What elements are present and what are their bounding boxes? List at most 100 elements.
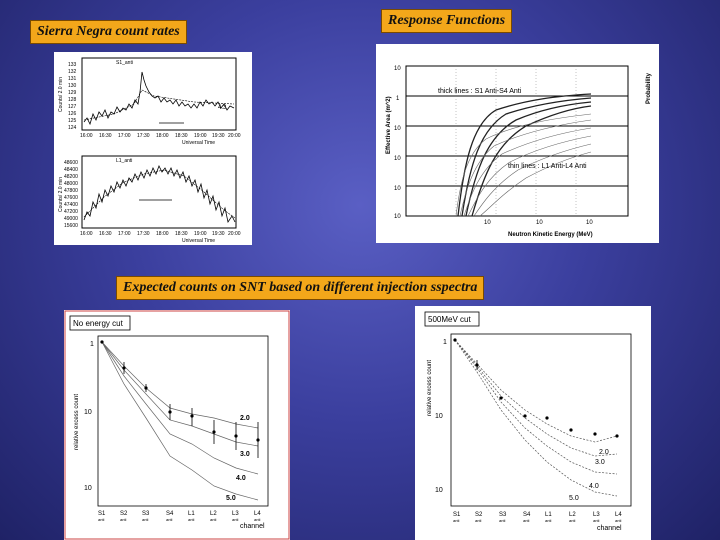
response-right-label: Probability [646, 72, 652, 104]
svg-text:16:00: 16:00 [80, 231, 93, 237]
svg-text:47200: 47200 [64, 209, 78, 215]
top-y-ticks: 133 132 131 130 129 128 127 126 125 124 [68, 62, 77, 131]
svg-text:10: 10 [484, 220, 491, 226]
svg-text:10: 10 [435, 487, 443, 494]
svg-text:10: 10 [586, 220, 593, 226]
top-series-label: S1_anti [116, 60, 133, 66]
svg-text:10: 10 [84, 485, 92, 492]
expected-500mev-cut-figure: 500MeV cut relative excess count 1 10 10… [415, 306, 651, 540]
thin-lines-label: thin lines : L1 Anti-L4 Anti [508, 163, 587, 170]
bottom-y-ticks: 48600 48400 48200 48000 47800 47600 4740… [64, 160, 78, 229]
svg-text:anti: anti [188, 517, 195, 522]
svg-text:anti: anti [210, 517, 217, 522]
svg-text:anti: anti [593, 518, 600, 523]
response-x-ticks: 10 10 10 [484, 220, 593, 226]
svg-text:128: 128 [68, 97, 77, 103]
response-functions-label: Response Functions [381, 9, 513, 33]
svg-text:19:30: 19:30 [212, 231, 225, 237]
no-cut-xlabel: channel [240, 523, 265, 530]
svg-text:15600: 15600 [64, 223, 78, 229]
svg-text:L1: L1 [545, 512, 552, 518]
svg-text:anti: anti [615, 518, 622, 523]
cut-channel-ticks: S1 S2 S3 S4 L1 L2 L3 L4 [453, 512, 622, 518]
svg-text:130: 130 [68, 83, 77, 89]
cut-label-5-0: 5.0 [569, 495, 579, 502]
bottom-series-label: L1_anti [116, 158, 132, 164]
response-xlabel: Neutron Kinetic Energy (MeV) [508, 232, 593, 238]
svg-text:S4: S4 [166, 511, 174, 517]
sierra-count-rates-figure: S1_anti Counts/ 2.0 min 133 132 131 130 … [54, 52, 252, 245]
no-cut-channel-subs: anti anti anti anti anti anti anti anti [98, 517, 261, 522]
svg-text:17:00: 17:00 [118, 231, 131, 237]
svg-text:anti: anti [254, 517, 261, 522]
svg-text:anti: anti [545, 518, 552, 523]
svg-text:20:00: 20:00 [228, 133, 241, 139]
cut-curves [454, 339, 618, 497]
no-cut-channel-ticks: S1 S2 S3 S4 L1 L2 L3 L4 [98, 511, 261, 517]
svg-text:anti: anti [120, 517, 127, 522]
svg-text:47400: 47400 [64, 202, 78, 208]
svg-text:L3: L3 [593, 512, 600, 518]
bottom-count-trace [83, 165, 236, 224]
svg-text:10: 10 [536, 220, 543, 226]
svg-text:126: 126 [68, 111, 77, 117]
response-gridlines [406, 95, 628, 187]
no-cut-data-points [100, 340, 260, 458]
svg-text:20:00: 20:00 [228, 231, 241, 237]
no-cut-label-3-0: 3.0 [240, 451, 250, 458]
svg-text:124: 124 [68, 125, 77, 131]
cut-xlabel: channel [597, 525, 622, 532]
svg-text:L2: L2 [210, 511, 217, 517]
svg-text:18:30: 18:30 [175, 133, 188, 139]
bottom-xlabel: Universal Time [182, 238, 215, 244]
cut-ylabel: relative excess count [427, 360, 433, 416]
top-ylabel: Counts/ 2.0 min [58, 77, 64, 112]
no-cut-title: No energy cut [73, 319, 124, 328]
top-xlabel: Universal Time [182, 140, 215, 146]
svg-text:47600: 47600 [64, 195, 78, 201]
svg-text:10: 10 [84, 409, 92, 416]
svg-text:17:30: 17:30 [137, 133, 150, 139]
cut-data-points [453, 338, 619, 438]
svg-text:10: 10 [394, 126, 401, 132]
svg-text:anti: anti [475, 518, 482, 523]
expected-counts-label: Expected counts on SNT based on differen… [116, 276, 485, 300]
cut-y-ticks: 1 10 10 [435, 339, 447, 494]
svg-text:48400: 48400 [64, 167, 78, 173]
response-functions-figure: thick lines : S1 Anti-S4 Anti thin lines… [376, 44, 659, 243]
svg-text:S3: S3 [142, 511, 150, 517]
response-y-ticks: 10 1 10 10 10 10 [394, 66, 401, 220]
svg-text:1: 1 [90, 341, 94, 348]
svg-text:127: 127 [68, 104, 77, 110]
svg-text:L4: L4 [254, 511, 261, 517]
svg-text:1: 1 [396, 96, 400, 102]
bottom-ylabel: Counts/ 2.0 min [58, 177, 64, 212]
response-ylabel: Effective Area (m^2) [386, 96, 392, 154]
top-x-ticks: 16:00 16:30 17:00 17:30 18:00 18:30 19:0… [80, 133, 241, 139]
cut-label-3-0: 3.0 [595, 459, 605, 466]
svg-text:19:30: 19:30 [212, 133, 225, 139]
svg-text:16:30: 16:30 [99, 133, 112, 139]
svg-text:133: 133 [68, 62, 77, 68]
svg-text:L4: L4 [615, 512, 622, 518]
svg-text:10: 10 [394, 214, 401, 220]
no-cut-label-4-0: 4.0 [236, 475, 246, 482]
svg-text:47800: 47800 [64, 188, 78, 194]
top-count-trace [83, 71, 235, 126]
svg-text:10: 10 [394, 156, 401, 162]
svg-text:L1: L1 [188, 511, 195, 517]
svg-text:131: 131 [68, 76, 77, 82]
svg-text:S4: S4 [523, 512, 531, 518]
svg-text:L2: L2 [569, 512, 576, 518]
svg-text:anti: anti [166, 517, 173, 522]
bottom-fit-curve [83, 169, 236, 219]
svg-text:10: 10 [394, 186, 401, 192]
svg-text:S1: S1 [98, 511, 106, 517]
svg-text:125: 125 [68, 118, 77, 124]
svg-text:17:00: 17:00 [118, 133, 131, 139]
no-cut-ylabel: relative excess count [74, 394, 80, 450]
no-cut-y-ticks: 1 10 10 [84, 341, 94, 492]
cut-channel-subs: anti anti anti anti anti anti anti anti [453, 518, 622, 523]
svg-text:19:00: 19:00 [194, 231, 207, 237]
top-fit-curve [83, 89, 235, 121]
